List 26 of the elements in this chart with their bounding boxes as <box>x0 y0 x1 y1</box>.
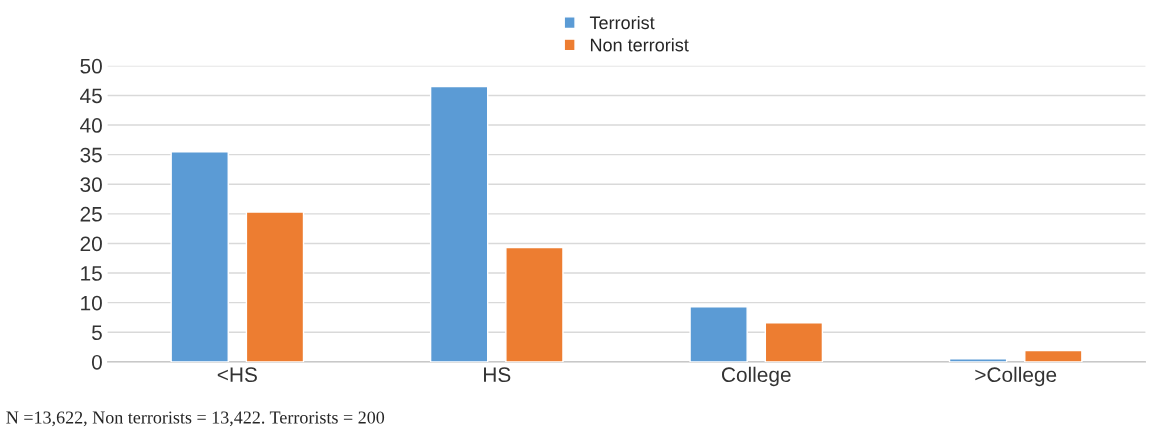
y-tick-label: 25 <box>80 206 102 222</box>
y-tick-label: 5 <box>91 325 102 341</box>
y-tick-label: 20 <box>80 236 102 252</box>
text: N =13,622, Non terrorists = 13,422. Terrorists = 200 <box>6 411 385 427</box>
x-tick-label: <HS <box>217 367 257 383</box>
y-tick-label: 45 <box>80 88 102 104</box>
bar <box>689 306 748 362</box>
bar <box>505 246 564 362</box>
x-tick-label: HS <box>484 367 511 383</box>
bar <box>170 150 229 362</box>
bar <box>245 211 305 362</box>
y-tick-label: 35 <box>80 147 102 163</box>
y-tick-label: 0 <box>91 354 102 370</box>
y-tick-label: 10 <box>81 295 102 311</box>
legend-label: Terrorist <box>589 15 655 30</box>
y-tick-label: 30 <box>80 177 102 193</box>
x-tick-label: >College <box>975 366 1057 387</box>
bar <box>1024 349 1083 362</box>
y-tick-label: 15 <box>81 266 102 281</box>
bar <box>764 322 824 362</box>
bar <box>429 85 489 362</box>
legend-label: Non terrorist <box>590 38 689 52</box>
bar <box>948 358 1008 362</box>
y-tick-label: 40 <box>80 118 102 133</box>
x-tick-label: College <box>721 366 791 387</box>
y-tick-label: 50 <box>80 58 102 74</box>
